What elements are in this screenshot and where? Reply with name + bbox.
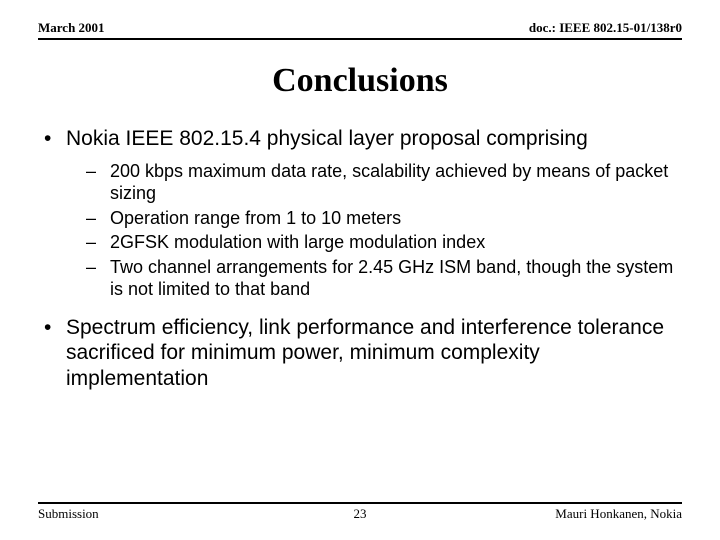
sub-bullet-item: Operation range from 1 to 10 meters: [66, 207, 682, 230]
bullet-text: Nokia IEEE 802.15.4 physical layer propo…: [66, 127, 588, 150]
slide-body: Nokia IEEE 802.15.4 physical layer propo…: [38, 126, 682, 391]
sub-bullet-item: 200 kbps maximum data rate, scalability …: [66, 160, 682, 205]
sub-bullet-text: 200 kbps maximum data rate, scalability …: [110, 161, 668, 204]
footer-author: Mauri Honkanen, Nokia: [555, 506, 682, 522]
sub-bullet-list: 200 kbps maximum data rate, scalability …: [66, 160, 682, 301]
header-doc-id: doc.: IEEE 802.15-01/138r0: [529, 20, 682, 36]
bullet-item: Spectrum efficiency, link performance an…: [38, 315, 682, 392]
slide-header: March 2001 doc.: IEEE 802.15-01/138r0: [38, 20, 682, 40]
slide-title: Conclusions: [38, 62, 682, 100]
bullet-list: Nokia IEEE 802.15.4 physical layer propo…: [38, 126, 682, 391]
sub-bullet-item: 2GFSK modulation with large modulation i…: [66, 231, 682, 254]
header-date: March 2001: [38, 20, 105, 36]
sub-bullet-text: Two channel arrangements for 2.45 GHz IS…: [110, 257, 673, 300]
sub-bullet-text: Operation range from 1 to 10 meters: [110, 208, 401, 228]
footer-left: Submission: [38, 506, 99, 522]
footer-page-number: 23: [354, 506, 367, 522]
slide-footer: Submission 23 Mauri Honkanen, Nokia: [38, 502, 682, 522]
sub-bullet-item: Two channel arrangements for 2.45 GHz IS…: [66, 256, 682, 301]
bullet-item: Nokia IEEE 802.15.4 physical layer propo…: [38, 126, 682, 301]
bullet-text: Spectrum efficiency, link performance an…: [66, 316, 664, 390]
sub-bullet-text: 2GFSK modulation with large modulation i…: [110, 232, 485, 252]
